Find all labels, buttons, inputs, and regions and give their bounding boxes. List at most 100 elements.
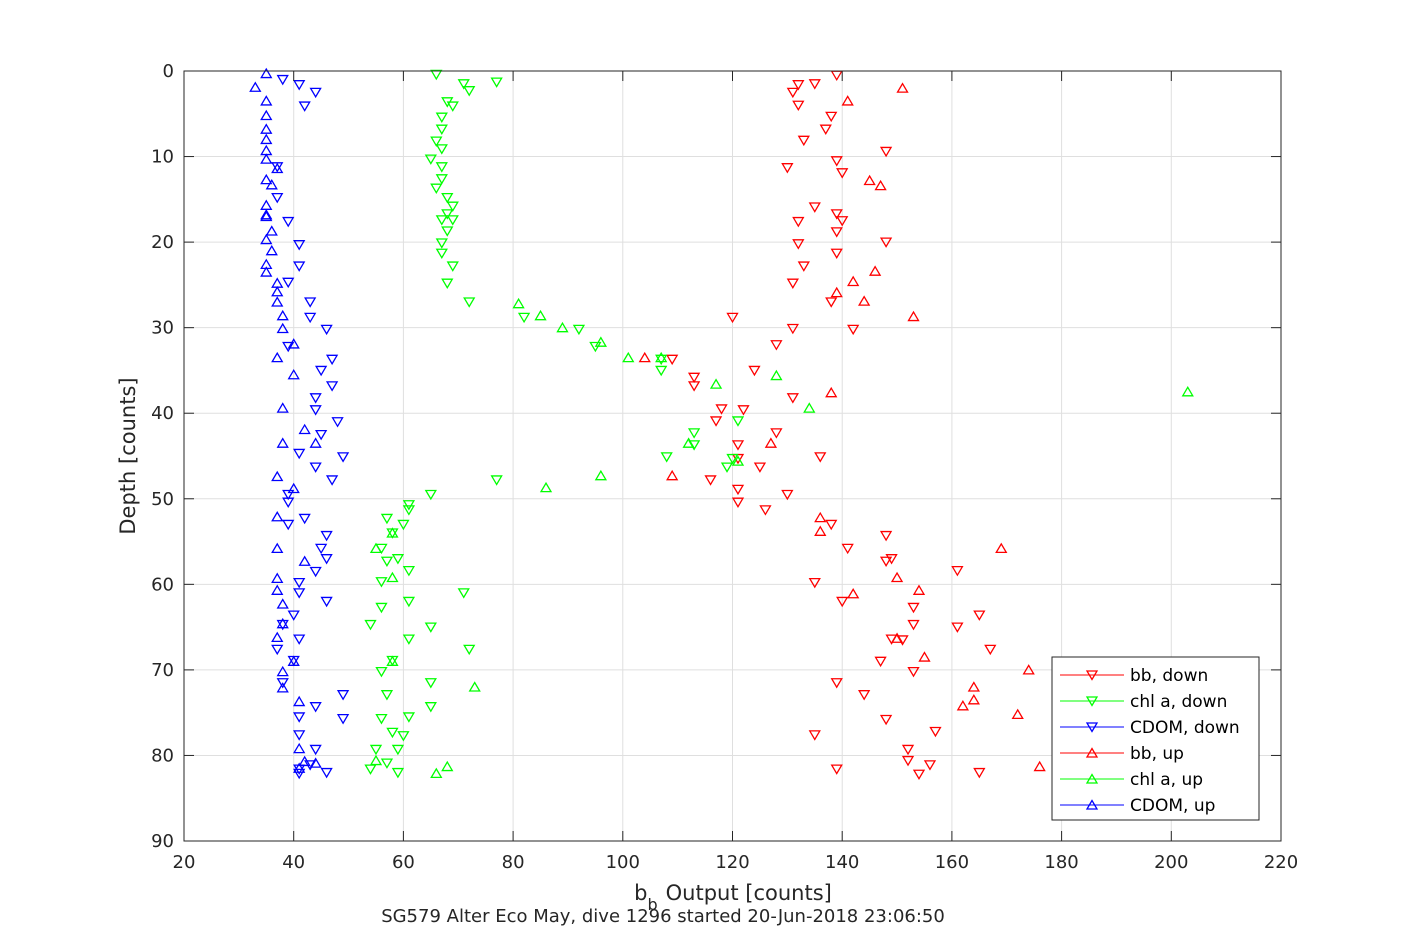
- data-point: [556, 321, 569, 333]
- legend-marker: [1085, 799, 1099, 810]
- data-point: [874, 179, 887, 191]
- data-point: [325, 475, 339, 486]
- data-point: [276, 619, 289, 631]
- data-point: [622, 351, 635, 363]
- data-point: [336, 714, 350, 725]
- x-tick-label: 40: [282, 852, 305, 873]
- data-point: [276, 682, 289, 693]
- data-point: [271, 351, 284, 363]
- data-point: [907, 310, 920, 322]
- data-point: [836, 596, 849, 608]
- data-point: [441, 278, 454, 289]
- data-point: [260, 173, 273, 185]
- data-point: [402, 634, 416, 645]
- data-point: [298, 755, 311, 767]
- data-point: [879, 530, 893, 542]
- data-point: [847, 587, 860, 599]
- data-point: [687, 381, 701, 392]
- data-point: [655, 365, 668, 377]
- data-point: [282, 277, 295, 289]
- data-point: [687, 440, 701, 451]
- data-point: [271, 644, 284, 656]
- data-point: [282, 519, 295, 531]
- data-point: [293, 742, 306, 754]
- data-point: [424, 489, 437, 501]
- data-point: [276, 617, 289, 629]
- data-point: [786, 87, 799, 99]
- data-point: [287, 655, 300, 666]
- data-point: [912, 584, 926, 595]
- data-point: [424, 702, 437, 713]
- data-point: [435, 248, 448, 260]
- data-point: [276, 598, 289, 609]
- y-tick-label: 0: [163, 61, 174, 82]
- data-point: [260, 153, 273, 164]
- data-point: [380, 758, 394, 769]
- data-point: [929, 726, 942, 738]
- data-point: [638, 351, 651, 363]
- data-point: [731, 416, 745, 427]
- data-point: [435, 215, 448, 226]
- data-point: [293, 261, 306, 272]
- data-point: [260, 95, 273, 106]
- data-point: [879, 556, 893, 568]
- data-point: [435, 238, 448, 249]
- data-point: [298, 423, 311, 435]
- series-4: [369, 297, 1194, 779]
- data-point: [797, 135, 810, 147]
- data-point: [874, 656, 887, 668]
- data-point: [325, 354, 339, 366]
- data-point: [490, 77, 503, 88]
- data-point: [984, 644, 997, 656]
- data-point: [863, 174, 876, 186]
- data-point: [375, 602, 388, 614]
- data-point: [830, 248, 843, 260]
- data-point: [402, 712, 416, 723]
- data-point: [271, 296, 284, 307]
- data-point: [830, 227, 843, 238]
- legend-marker: [1085, 670, 1099, 681]
- y-tick-label: 80: [151, 745, 174, 766]
- data-point: [276, 437, 289, 448]
- data-point: [424, 154, 437, 165]
- data-point: [770, 369, 783, 381]
- data-point: [1022, 664, 1035, 675]
- data-point: [594, 469, 607, 481]
- y-tick-label: 50: [151, 489, 174, 510]
- data-point: [293, 448, 306, 460]
- data-point: [951, 622, 964, 633]
- data-point: [956, 700, 970, 711]
- series-3: [638, 82, 1046, 772]
- data-point: [260, 210, 273, 222]
- data-point: [293, 730, 306, 741]
- data-point: [534, 309, 547, 321]
- data-point: [260, 266, 273, 277]
- data-point: [430, 136, 443, 147]
- y-tick-label: 40: [151, 403, 174, 424]
- data-point: [770, 428, 783, 439]
- data-point: [1181, 386, 1194, 397]
- data-point: [720, 462, 734, 473]
- data-point: [369, 744, 383, 756]
- data-point: [402, 500, 416, 511]
- data-point: [309, 744, 322, 756]
- data-point: [490, 475, 503, 486]
- data-point: [1033, 760, 1046, 772]
- data-point: [249, 81, 262, 92]
- data-point: [901, 755, 915, 767]
- data-point: [808, 730, 821, 741]
- data-point: [386, 727, 399, 739]
- data-point: [512, 297, 525, 309]
- data-point: [896, 82, 909, 93]
- data-point: [517, 312, 531, 324]
- data-point: [336, 690, 350, 701]
- data-point: [463, 86, 476, 97]
- data-point: [858, 295, 871, 306]
- data-point: [391, 554, 405, 565]
- data-point: [786, 278, 799, 289]
- data-point: [858, 690, 871, 701]
- data-point: [973, 610, 986, 621]
- data-point: [336, 452, 350, 463]
- data-point: [901, 744, 915, 756]
- data-point: [457, 588, 470, 599]
